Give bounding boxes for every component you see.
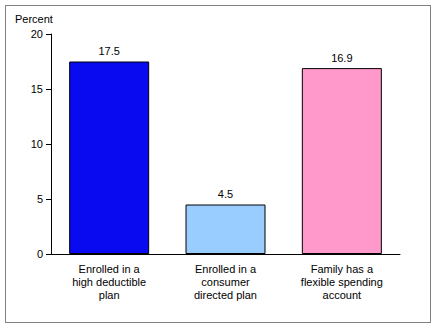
svg-text:Enrolled in a: Enrolled in a: [195, 263, 257, 275]
svg-text:account: account: [323, 289, 362, 301]
svg-text:5: 5: [37, 193, 43, 205]
svg-text:Percent: Percent: [15, 13, 53, 25]
svg-text:high deductible: high deductible: [72, 276, 146, 288]
svg-text:20: 20: [31, 28, 43, 40]
svg-text:4.5: 4.5: [218, 188, 233, 200]
svg-text:16.9: 16.9: [331, 52, 352, 64]
svg-text:directed plan: directed plan: [194, 289, 257, 301]
svg-text:17.5: 17.5: [98, 45, 119, 57]
svg-text:consumer: consumer: [201, 276, 250, 288]
svg-text:Enrolled in a: Enrolled in a: [79, 263, 141, 275]
svg-text:plan: plan: [99, 289, 120, 301]
svg-text:10: 10: [31, 138, 43, 150]
svg-text:flexible spending: flexible spending: [301, 276, 383, 288]
svg-text:0: 0: [37, 248, 43, 260]
svg-text:Family has a: Family has a: [311, 263, 374, 275]
svg-text:15: 15: [31, 83, 43, 95]
